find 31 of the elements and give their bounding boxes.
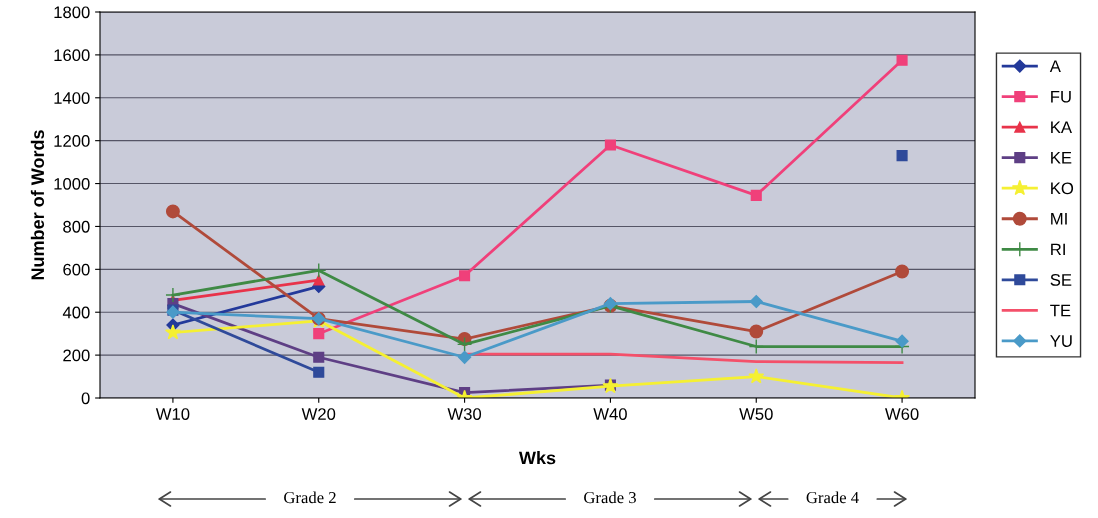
y-tick-label: 1200	[54, 135, 90, 147]
text: Grade 3	[584, 491, 636, 504]
x-tick-label: W10	[155, 408, 190, 420]
y-tick-label: 800	[63, 220, 90, 233]
y-tick-label: 1400	[54, 92, 90, 104]
y-tick-label: 400	[62, 306, 90, 319]
y-tick-label: 600	[63, 263, 90, 276]
legend-label: KO	[1051, 182, 1074, 195]
x-tick-label: W40	[593, 408, 627, 420]
y-axis-title: Number of Words	[30, 130, 45, 280]
y-tick-label: 1000	[54, 177, 90, 190]
x-tick-label: W60	[885, 408, 919, 420]
text: Grade 4	[806, 491, 859, 504]
x-tick-label: W20	[301, 408, 336, 420]
legend-label: KA	[1051, 121, 1072, 133]
x-tick-label: W50	[739, 408, 773, 420]
x-axis-title: Wks	[518, 451, 556, 465]
y-tick-label: 1800	[54, 6, 90, 19]
legend-label: KE	[1051, 152, 1072, 164]
legend-label: A	[1049, 60, 1061, 72]
legend-label: RI	[1051, 243, 1065, 256]
legend-label: TE	[1050, 304, 1071, 317]
legend-label: FU	[1051, 90, 1071, 103]
legend-label: YU	[1050, 335, 1072, 347]
text: Grade 2	[284, 491, 336, 504]
x-tick-label: W30	[447, 408, 482, 420]
y-tick-label: 1600	[54, 49, 90, 62]
legend-label: SE	[1050, 274, 1072, 286]
y-tick-label: 200	[63, 349, 90, 362]
y-tick-label: 0	[81, 392, 90, 405]
legend-label: MI	[1051, 213, 1067, 225]
